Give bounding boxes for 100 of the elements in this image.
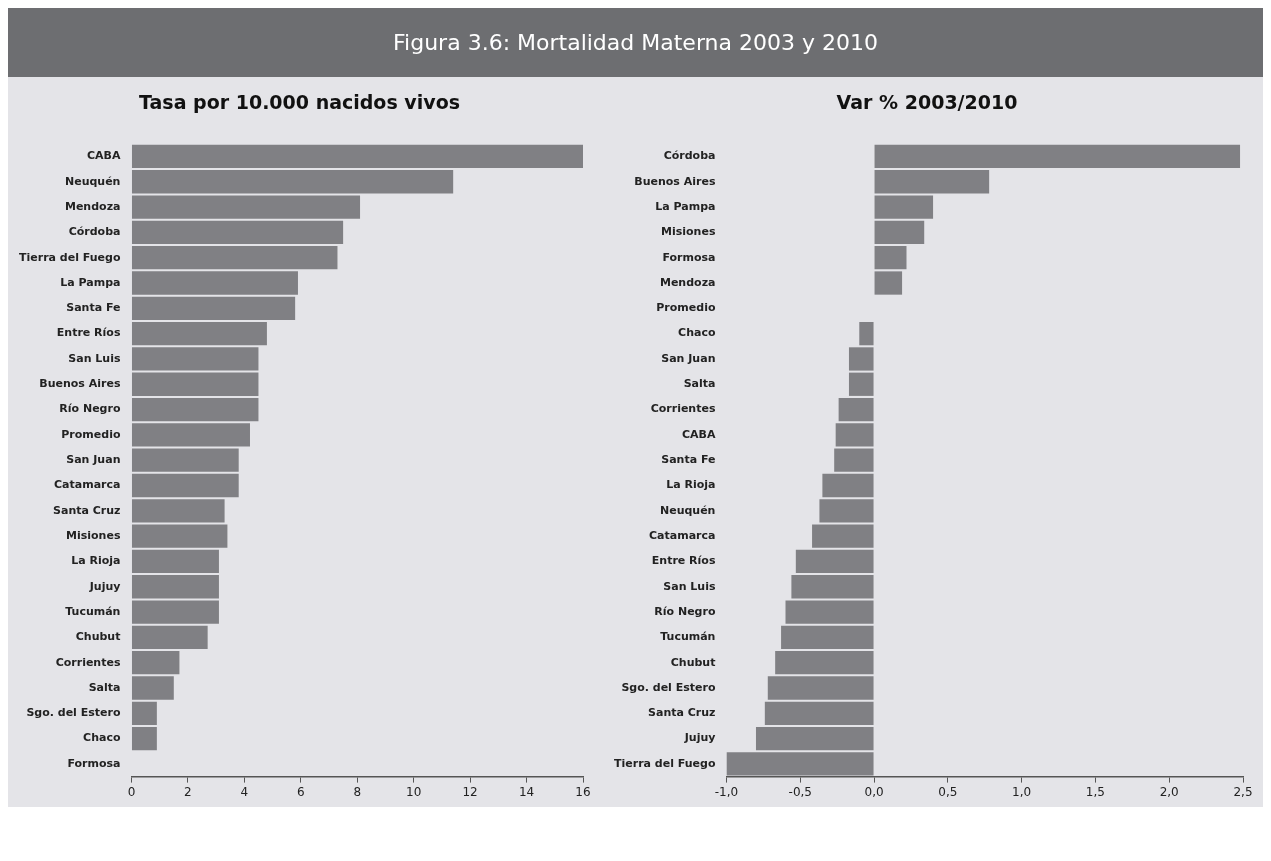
y-tick-label: Buenos Aires (634, 174, 716, 188)
y-tick-label: Santa Fe (661, 453, 716, 467)
bar (131, 170, 454, 194)
y-tick-label: Chaco (83, 731, 121, 745)
bar (812, 524, 874, 548)
y-tick-label: Formosa (67, 756, 121, 770)
bar (791, 575, 874, 599)
bar (131, 220, 344, 245)
bar (764, 701, 874, 725)
bar (131, 726, 157, 751)
y-tick-label: Misiones (66, 529, 121, 542)
y-tick-label: Salta (683, 377, 716, 391)
bar (785, 600, 874, 624)
bar (131, 144, 583, 169)
bar (131, 246, 338, 270)
y-tick-label: Sgo. del Estero (26, 706, 121, 720)
x-tick-label: 0,0 (864, 784, 884, 799)
y-tick-label: Sgo. del Estero (621, 680, 716, 694)
y-tick-label: Córdoba (68, 225, 121, 239)
y-tick-label: Mendoza (64, 199, 121, 213)
bar (848, 372, 874, 396)
y-tick-label: Misiones (661, 225, 716, 239)
y-tick-label: Santa Cruz (53, 503, 121, 517)
y-tick-label: San Luis (68, 351, 121, 365)
y-tick-label: Tucumán (65, 604, 121, 618)
bar (822, 473, 874, 498)
y-tick-label: CABA (681, 427, 716, 441)
bar (131, 296, 296, 320)
bar (838, 397, 874, 422)
bar (131, 473, 239, 498)
x-tick-label: 1,0 (1012, 784, 1032, 799)
text: Figura 3.6: Mortalidad Materna 2003 y 2010 (8, 8, 1263, 77)
y-tick-label: Tierra del Fuego (18, 250, 121, 264)
y-tick-label: Santa Cruz (648, 706, 716, 720)
y-tick-label: Promedio (656, 301, 716, 315)
x-tick-label: 8 (353, 784, 362, 799)
y-tick-label: Catamarca (649, 529, 716, 542)
y-tick-label: Río Negro (59, 402, 121, 416)
bar (131, 575, 219, 599)
y-tick-label: San Luis (663, 579, 716, 593)
y-tick-label: San Juan (661, 351, 716, 365)
chart-title: Tasa por 10.000 nacidos vivos (139, 91, 460, 114)
y-tick-label: Jujuy (88, 579, 121, 593)
y-tick-label: Promedio (61, 427, 121, 441)
y-tick-label: Neuquén (659, 503, 716, 517)
bar (131, 499, 225, 523)
bar (781, 625, 874, 650)
x-tick-label: 10 (406, 784, 422, 799)
bar (859, 322, 874, 346)
x-tick-label: 16 (575, 784, 591, 799)
y-tick-label: Buenos Aires (39, 377, 121, 391)
bar (131, 701, 157, 725)
bar (755, 726, 874, 751)
y-tick-label: Chubut (75, 630, 121, 644)
bar (131, 423, 250, 447)
bar (848, 347, 874, 371)
y-tick-label: Corrientes (55, 655, 121, 669)
bar (131, 322, 267, 346)
y-tick-label: Jujuy (683, 731, 716, 745)
y-tick-label: Entre Ríos (651, 554, 716, 568)
y-tick-label: Río Negro (654, 604, 716, 618)
y-tick-label: Corrientes (650, 402, 716, 416)
x-tick-label: 14 (518, 784, 535, 799)
x-tick-label: 2 (184, 784, 192, 799)
y-tick-label: Formosa (662, 250, 716, 264)
bar (874, 220, 925, 245)
bar (131, 195, 361, 219)
x-tick-label: 4 (240, 784, 249, 799)
x-tick-label: 0 (127, 784, 136, 799)
bar (131, 625, 208, 650)
bar (131, 372, 259, 396)
y-tick-label: Entre Ríos (56, 326, 121, 340)
y-tick-label: Córdoba (663, 149, 716, 163)
bar (131, 271, 298, 295)
bar (874, 246, 907, 270)
y-tick-label: La Rioja (666, 478, 716, 492)
x-tick-label: 6 (296, 784, 305, 799)
bar (131, 549, 219, 574)
y-tick-label: Tierra del Fuego (613, 756, 716, 770)
bar (834, 448, 874, 472)
y-tick-label: CABA (86, 149, 121, 163)
y-tick-label: Mendoza (659, 275, 716, 289)
x-tick-label: -1,0 (714, 784, 739, 799)
x-tick-label: 2,5 (1233, 784, 1253, 799)
y-tick-label: La Rioja (71, 554, 121, 568)
bar (874, 144, 1241, 169)
bar (131, 397, 259, 422)
y-tick-label: La Pampa (60, 275, 121, 289)
y-tick-label: Salta (88, 680, 121, 694)
x-tick-label: 0,5 (938, 784, 958, 799)
x-tick-label: 12 (462, 784, 478, 799)
y-tick-label: Tucumán (660, 630, 716, 644)
x-tick-label: 1,5 (1085, 784, 1105, 799)
bar (131, 600, 219, 624)
bar (131, 524, 228, 548)
chart-title: Var % 2003/2010 (836, 91, 1018, 114)
bar (726, 752, 874, 776)
bar (874, 195, 934, 219)
bar (874, 170, 990, 194)
bar (131, 347, 259, 371)
